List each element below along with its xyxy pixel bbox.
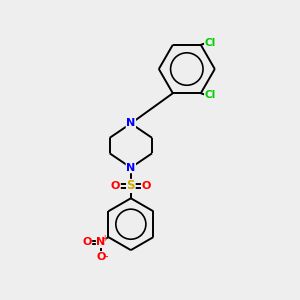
- Text: N: N: [126, 118, 136, 128]
- Text: S: S: [127, 179, 135, 192]
- Text: -: -: [105, 252, 108, 262]
- Text: Cl: Cl: [205, 90, 216, 100]
- Text: +: +: [101, 233, 108, 242]
- Text: N: N: [126, 163, 136, 173]
- Text: O: O: [96, 252, 106, 262]
- Text: O: O: [111, 181, 120, 191]
- Text: N: N: [96, 238, 106, 248]
- Text: O: O: [142, 181, 151, 191]
- Text: Cl: Cl: [205, 38, 216, 48]
- Text: O: O: [82, 238, 92, 248]
